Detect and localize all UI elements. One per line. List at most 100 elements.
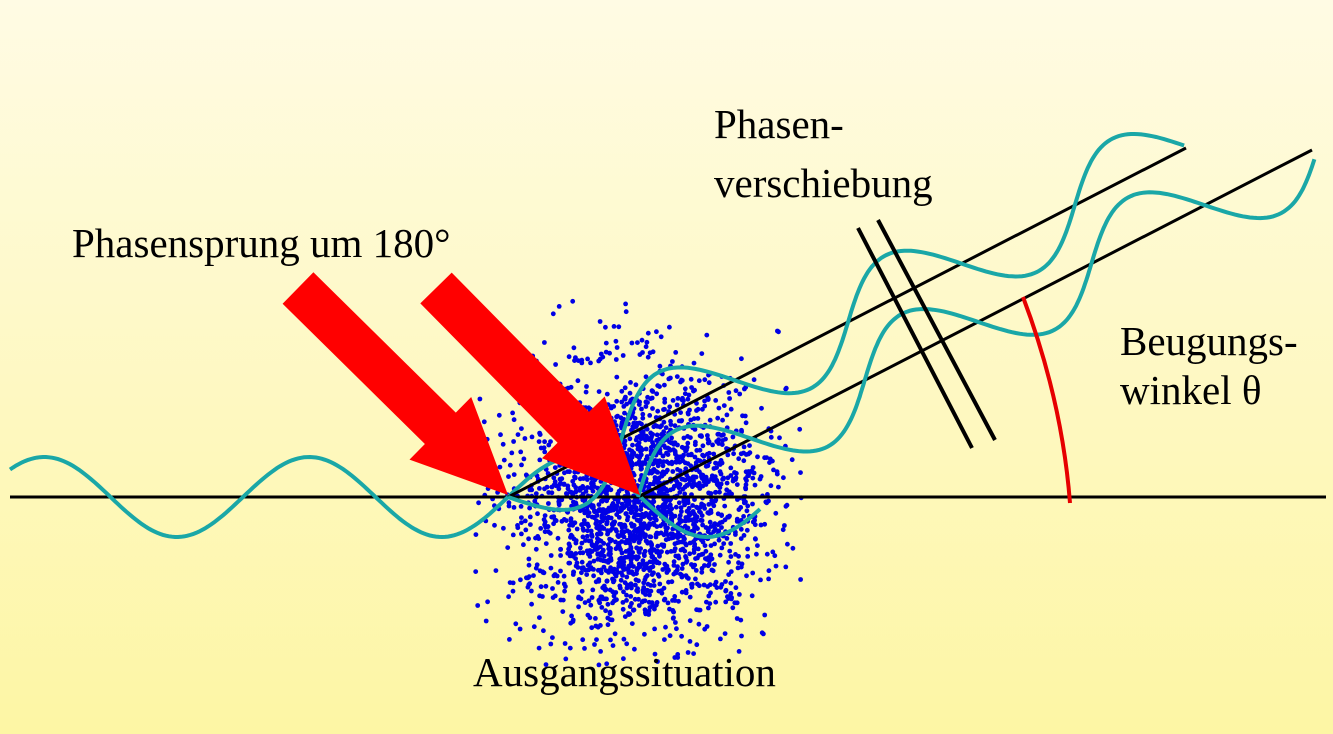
- scatter-dot: [629, 601, 634, 606]
- scatter-dot: [628, 581, 634, 587]
- scatter-dot: [608, 487, 614, 493]
- scatter-dot: [604, 488, 610, 494]
- scatter-dot: [694, 448, 700, 453]
- scatter-dot: [631, 564, 636, 569]
- scatter-dot: [746, 469, 751, 474]
- scatter-dot: [566, 527, 572, 533]
- scatter-dot: [645, 581, 651, 587]
- scatter-dot: [543, 541, 549, 546]
- scatter-dot: [691, 360, 697, 366]
- scatter-dot: [541, 570, 547, 576]
- scatter-dot: [577, 550, 583, 556]
- scatter-dot: [679, 377, 684, 383]
- scatter-dot: [680, 561, 686, 567]
- scatter-dot: [723, 436, 728, 442]
- scatter-dot: [477, 396, 483, 402]
- scatter-dot: [636, 596, 641, 602]
- scatter-dot: [571, 482, 577, 488]
- scatter-dot: [582, 567, 588, 573]
- scatter-dot: [473, 532, 479, 537]
- scatter-dot: [672, 541, 678, 547]
- scatter-dot: [592, 509, 597, 515]
- scatter-dot: [600, 354, 606, 360]
- scatter-dot: [750, 570, 756, 576]
- scatter-dot: [525, 584, 531, 590]
- scatter-dot: [744, 478, 749, 483]
- scatter-dot: [620, 600, 626, 605]
- scatter-dot: [687, 540, 693, 546]
- scatter-dot: [556, 486, 562, 492]
- scatter-dot: [689, 584, 695, 590]
- scatter-dot: [736, 560, 741, 566]
- scatter-dot: [670, 398, 676, 403]
- scatter-dot: [650, 554, 655, 559]
- scatter-dot: [685, 475, 691, 481]
- scatter-dot: [621, 636, 627, 642]
- scatter-dot: [654, 438, 660, 443]
- scatter-dot: [619, 501, 625, 507]
- scatter-dot: [511, 439, 516, 444]
- scatter-dot: [636, 539, 642, 545]
- scatter-dot: [662, 406, 667, 412]
- scatter-dot: [691, 651, 696, 656]
- scatter-dot: [663, 425, 669, 431]
- scatter-dot: [685, 440, 691, 446]
- scatter-dot: [754, 551, 759, 557]
- scatter-dot: [699, 475, 705, 480]
- scatter-dot: [587, 554, 593, 559]
- scatter-dot: [510, 580, 516, 586]
- scatter-dot: [541, 445, 547, 451]
- scatter-dot: [705, 584, 711, 589]
- scatter-dot: [518, 449, 524, 455]
- scatter-dot: [665, 467, 670, 473]
- scatter-dot: [572, 474, 578, 480]
- scatter-dot: [662, 382, 667, 388]
- scatter-dot: [634, 453, 640, 459]
- scatter-dot: [638, 466, 644, 472]
- scatter-dot: [752, 517, 757, 523]
- scatter-dot: [575, 565, 581, 570]
- scatter-dot: [741, 514, 746, 519]
- scatter-dot: [768, 434, 774, 440]
- scatter-dot: [752, 536, 758, 542]
- scatter-dot: [645, 455, 650, 461]
- scatter-dot: [724, 480, 730, 486]
- scatter-dot: [717, 489, 722, 495]
- scatter-dot: [631, 529, 637, 534]
- scatter-dot: [727, 396, 732, 401]
- scatter-dot: [720, 476, 725, 482]
- scatter-dot: [593, 623, 599, 629]
- scatter-dot: [681, 435, 687, 441]
- scatter-dot: [658, 530, 664, 536]
- scatter-dot: [537, 457, 543, 463]
- scatter-dot: [610, 600, 615, 606]
- scatter-dot: [644, 339, 650, 345]
- scatter-dot: [567, 560, 573, 566]
- scatter-dot: [772, 553, 778, 559]
- scatter-dot: [709, 476, 714, 482]
- scatter-dot: [678, 454, 683, 460]
- scatter-dot: [537, 593, 542, 599]
- scatter-dot: [550, 635, 555, 640]
- scatter-dot: [594, 637, 599, 642]
- scatter-dot: [558, 568, 563, 574]
- scatter-dot: [565, 483, 571, 489]
- scatter-dot: [706, 380, 712, 386]
- scatter-dot: [542, 513, 548, 518]
- scatter-dot: [650, 461, 656, 467]
- scatter-dot: [526, 536, 531, 542]
- scatter-dot: [655, 408, 661, 414]
- scatter-dot: [510, 410, 515, 416]
- scatter-dot: [728, 554, 734, 559]
- scatter-dot: [579, 540, 585, 546]
- scatter-dot: [665, 600, 671, 606]
- scatter-dot: [506, 474, 511, 479]
- scatter-dot: [736, 456, 742, 462]
- scatter-dot: [773, 563, 779, 569]
- scatter-dot: [699, 351, 705, 356]
- scatter-dot: [569, 490, 575, 495]
- scatter-dot: [685, 650, 691, 655]
- scatter-dot: [556, 501, 562, 506]
- scatter-dot: [733, 532, 738, 537]
- scatter-dot: [525, 575, 531, 581]
